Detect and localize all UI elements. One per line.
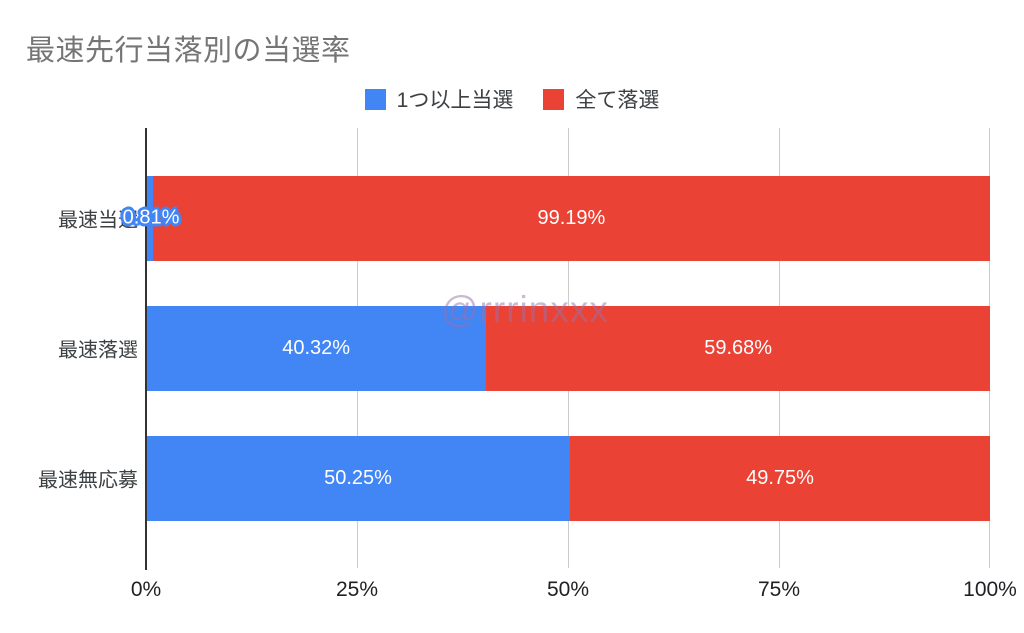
bar-segment-win — [146, 176, 153, 261]
category-label-2: 最速無応募 — [38, 469, 138, 492]
bar-row-saisoku-muoubo: 50.25% 49.75% — [146, 436, 990, 521]
legend-item-win: 1つ以上当選 — [364, 84, 514, 114]
chart-title: 最速先行当落別の当選率 — [26, 35, 351, 67]
bar-segment-lose: 49.75% — [570, 436, 990, 521]
bar-value-label: 59.68% — [704, 337, 773, 359]
y-axis-line — [145, 128, 147, 570]
bar-row-saisoku-rakusen: 40.32% 59.68% — [146, 306, 990, 391]
x-tick-25: 25% — [335, 578, 379, 601]
bar-value-label: 49.75% — [746, 467, 814, 489]
bar-segment-win: 40.32% — [146, 306, 487, 391]
bar-row-saisoku-tousen: 99.19% — [146, 176, 990, 261]
bar-value-label: 40.32% — [282, 337, 351, 359]
bar-value-label: 99.19% — [537, 207, 606, 229]
legend-label-win: 1つ以上当選 — [396, 89, 514, 112]
bar-segment-lose: 59.68% — [486, 306, 990, 391]
x-tick-0: 0% — [130, 578, 162, 601]
bar-value-label: 50.25% — [324, 467, 392, 489]
category-label-0: 最速当選 — [58, 209, 138, 232]
watermark-text: @rrrinxxx — [441, 289, 609, 330]
legend-label-lose: 全て落選 — [575, 89, 660, 112]
plot-area: 99.19% 40.32% 59.68% 50.25% 49.75% — [145, 128, 990, 570]
category-label-1: 最速落選 — [58, 339, 138, 362]
x-tick-75: 75% — [757, 578, 801, 601]
legend: 1つ以上当選 全て落選 — [0, 84, 1024, 114]
bar-segment-lose: 99.19% — [152, 176, 990, 261]
legend-swatch-blue — [364, 88, 386, 110]
bar-value-label-outside: 0.81% — [122, 206, 180, 229]
legend-swatch-red — [543, 88, 565, 110]
legend-item-lose: 全て落選 — [543, 84, 659, 114]
x-tick-50: 50% — [546, 578, 590, 601]
x-axis: 0% 25% 50% 75% 100% — [131, 578, 1017, 604]
bar-segment-win: 50.25% — [146, 436, 571, 521]
x-tick-100: 100% — [963, 578, 1017, 601]
